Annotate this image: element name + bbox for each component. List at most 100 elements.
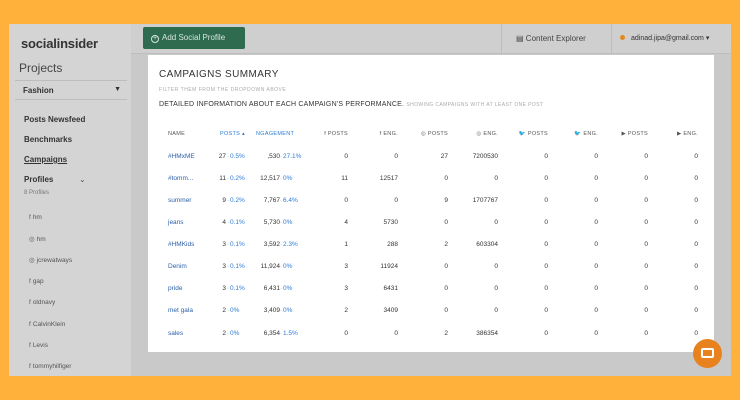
campaign-link[interactable]: pride	[168, 285, 183, 292]
profile-item[interactable]: f hm	[29, 214, 42, 221]
table-cell: 0	[444, 175, 448, 182]
campaign-link[interactable]: summer	[168, 197, 192, 204]
engagement-value: ,530	[267, 153, 280, 160]
table-cell: 0	[594, 307, 598, 314]
column-header[interactable]: ▶ POSTS	[621, 131, 648, 137]
campaign-link[interactable]: sales	[168, 330, 184, 337]
engagement-value: 5,730	[263, 219, 280, 226]
table-cell: 11924	[380, 263, 398, 270]
nav-posts-newsfeed[interactable]: Posts Newsfeed	[24, 115, 86, 124]
engagement-percent: 2.3%	[283, 241, 298, 248]
table-cell: 0	[544, 153, 548, 160]
content-explorer-button[interactable]: ▤ Content Explorer	[501, 24, 611, 53]
posts-percent: 0.1%	[230, 241, 245, 248]
table-cell: 0	[444, 263, 448, 270]
campaign-link[interactable]: jeans	[168, 219, 184, 226]
table-cell: 0	[644, 263, 648, 270]
campaign-link[interactable]: #HMKids	[168, 241, 195, 248]
filter-hint: FILTER THEM FROM THE DROPDOWN ABOVE	[159, 87, 287, 93]
project-selected-label: Fashion	[23, 86, 54, 95]
campaign-link[interactable]: #HMxME	[168, 153, 195, 160]
column-header[interactable]: 🐦 POSTS	[518, 131, 548, 137]
column-header[interactable]: POSTS ▴	[220, 131, 246, 137]
table-cell: 0	[644, 175, 648, 182]
profile-item[interactable]: ◎ hm	[29, 236, 46, 243]
table-cell: 0	[494, 219, 498, 226]
table-cell: 0	[594, 153, 598, 160]
table-cell: 0	[394, 197, 398, 204]
separator: ·	[280, 263, 283, 270]
column-header[interactable]: NAME	[168, 131, 186, 137]
posts-percent: 0.1%	[230, 263, 245, 270]
separator: ·	[227, 197, 230, 204]
logo[interactable]: socialinsider	[21, 36, 98, 51]
column-header[interactable]: NGAGEMENT	[256, 131, 295, 137]
table-cell: 2	[444, 241, 448, 248]
profile-item[interactable]: f oldnavy	[29, 299, 56, 306]
facebook-icon: f	[29, 342, 31, 349]
campaign-link[interactable]: met gala	[168, 307, 193, 314]
separator: ·	[227, 175, 230, 182]
separator: ·	[280, 175, 283, 182]
posts-percent: 0.1%	[230, 285, 245, 292]
table-cell: 0	[694, 285, 698, 292]
separator: ·	[280, 285, 283, 292]
sidebar: socialinsider Projects Fashion ▼ Posts N…	[9, 24, 131, 376]
nav-benchmarks[interactable]: Benchmarks	[24, 135, 73, 144]
add-social-profile-button[interactable]: + Add Social Profile	[143, 27, 245, 49]
table-cell: 0	[444, 307, 448, 314]
separator: ·	[227, 153, 230, 160]
engagement-value: 12,517	[260, 175, 280, 182]
profile-item[interactable]: f tommyhilfiger	[29, 363, 72, 370]
posts-count: 3	[222, 263, 226, 270]
chevron-down-icon[interactable]: ⌄	[79, 175, 86, 184]
nav-profiles[interactable]: Profiles	[24, 175, 54, 184]
table-cell: 9	[444, 197, 448, 204]
caret-down-icon: ▾	[705, 35, 710, 42]
nav-campaigns[interactable]: Campaigns	[24, 155, 68, 164]
campaign-link[interactable]: Denim	[168, 263, 187, 270]
column-header[interactable]: ◎ POSTS	[420, 131, 448, 137]
account-menu[interactable]: adinad.jipa@gmail.com ▾	[611, 24, 731, 53]
detail-text: DETAILED INFORMATION ABOUT EACH CAMPAIGN…	[159, 101, 544, 108]
table-cell: 0	[594, 175, 598, 182]
table-cell: 0	[644, 307, 648, 314]
caret-down-icon: ▼	[114, 86, 121, 93]
facebook-icon: f	[29, 321, 31, 328]
book-icon: ▤	[516, 34, 524, 43]
column-header[interactable]: ◎ ENG.	[476, 131, 498, 137]
posts-percent: 0.2%	[230, 197, 245, 204]
table-cell: 0	[494, 285, 498, 292]
profile-item[interactable]: f gap	[29, 278, 44, 285]
posts-count: 9	[222, 197, 226, 204]
campaigns-table: NAME POSTS ▴ NGAGEMENT f POSTS f ENG. ◎ POSTS…	[148, 55, 714, 352]
table-cell: 0	[544, 197, 548, 204]
table-cell: 3409	[383, 307, 398, 314]
campaign-link[interactable]: #tomm...	[168, 175, 194, 182]
table-cell: 0	[694, 330, 698, 337]
table-cell: 5730	[383, 219, 398, 226]
engagement-value: 6,354	[263, 330, 280, 337]
profile-item[interactable]: ◎ jcrewatways	[29, 257, 73, 264]
engagement-percent: 6.4%	[283, 197, 298, 204]
column-header[interactable]: ▶ ENG.	[676, 131, 698, 137]
facebook-icon: f	[29, 363, 31, 370]
separator: ·	[227, 330, 230, 337]
table-cell: 0	[494, 175, 498, 182]
column-header[interactable]: f ENG.	[379, 131, 398, 137]
profile-item[interactable]: f Levis	[29, 342, 48, 349]
table-cell: 1707767	[472, 197, 498, 204]
profile-item[interactable]: f CalvinKlein	[29, 321, 66, 328]
table-cell: 6431	[383, 285, 398, 292]
column-header[interactable]: 🐦 ENG.	[574, 131, 598, 137]
engagement-percent: 0%	[283, 219, 293, 226]
separator: ·	[227, 263, 230, 270]
posts-count: 11	[219, 175, 226, 182]
instagram-icon: ◎	[29, 257, 35, 264]
table-cell: 0	[644, 285, 648, 292]
table-cell: 0	[344, 330, 348, 337]
modal-title: CAMPAIGNS SUMMARY	[159, 69, 279, 80]
chat-button[interactable]	[693, 339, 722, 368]
column-header[interactable]: f POSTS	[324, 131, 348, 137]
project-select[interactable]: Fashion ▼	[15, 80, 127, 100]
